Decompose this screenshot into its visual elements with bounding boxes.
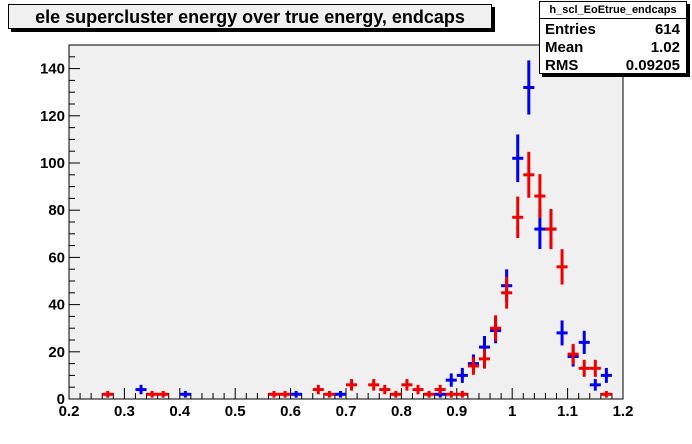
- y-tick-label: 100: [40, 155, 65, 172]
- x-tick-label: 1.2: [613, 403, 634, 420]
- stats-box: h_scl_EoEtrue_endcaps Entries 614 Mean 1…: [539, 1, 687, 74]
- x-tick-label: 0.7: [336, 403, 357, 420]
- y-tick-label: 120: [40, 108, 65, 125]
- stats-value: 614: [655, 21, 680, 38]
- x-tick-label: 0.6: [280, 403, 301, 420]
- x-tick-label: 1.1: [557, 403, 578, 420]
- stats-row-rms: RMS 0.09205: [545, 57, 680, 75]
- stats-label: Mean: [545, 39, 583, 56]
- stats-value: 1.02: [651, 39, 680, 56]
- stats-row-mean: Mean 1.02: [545, 39, 680, 57]
- y-tick-label: 40: [48, 297, 65, 314]
- y-tick-label: 0: [57, 391, 65, 408]
- x-tick-label: 0.4: [169, 403, 191, 420]
- y-tick-label: 20: [48, 344, 65, 361]
- stats-row-entries: Entries 614: [545, 21, 680, 39]
- x-tick-label: 0.9: [446, 403, 467, 420]
- chart-title: ele supercluster energy over true energy…: [9, 7, 491, 28]
- x-tick-label: 1: [508, 403, 516, 420]
- y-tick-label: 80: [48, 202, 65, 219]
- stats-label: RMS: [545, 57, 578, 74]
- stats-histogram-name: h_scl_EoEtrue_endcaps: [540, 2, 686, 19]
- stats-label: Entries: [545, 21, 596, 38]
- title-box: ele supercluster energy over true energy…: [8, 4, 492, 29]
- y-tick-label: 140: [40, 61, 65, 78]
- stats-value: 0.09205: [626, 57, 680, 74]
- x-tick-label: 0.5: [225, 403, 246, 420]
- x-tick-label: 0.8: [391, 403, 412, 420]
- y-tick-label: 60: [48, 249, 65, 266]
- x-tick-label: 0.3: [114, 403, 135, 420]
